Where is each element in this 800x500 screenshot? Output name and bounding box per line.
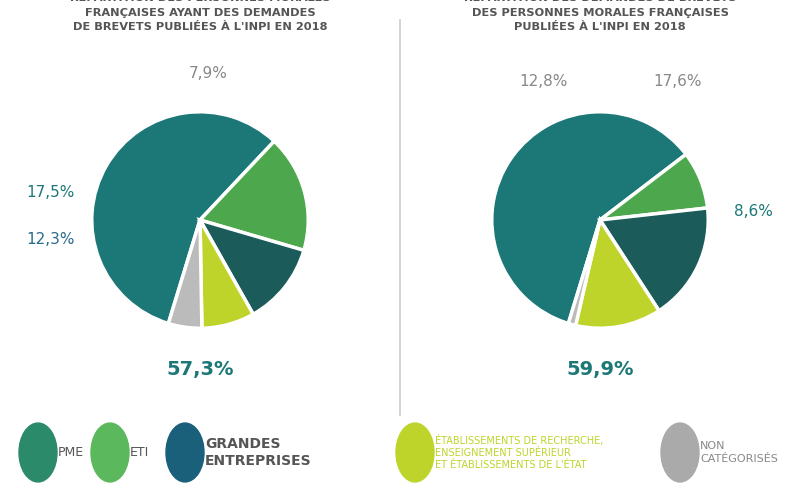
Text: NON
CATÉGORISÉS: NON CATÉGORISÉS: [700, 442, 778, 464]
Ellipse shape: [91, 423, 129, 482]
Ellipse shape: [19, 423, 57, 482]
Title: RÉPARTITION DES PERSONNES MORALES
FRANÇAISES AYANT DES DEMANDES
DE BREVETS PUBLI: RÉPARTITION DES PERSONNES MORALES FRANÇA…: [70, 0, 330, 32]
Text: 57,3%: 57,3%: [166, 360, 234, 379]
Text: 8,6%: 8,6%: [734, 204, 773, 219]
Ellipse shape: [661, 423, 699, 482]
Text: 17,6%: 17,6%: [654, 74, 702, 89]
Text: ETI: ETI: [130, 446, 150, 459]
Ellipse shape: [166, 423, 204, 482]
Text: 59,9%: 59,9%: [566, 360, 634, 379]
Text: 17,5%: 17,5%: [26, 186, 75, 200]
Text: 12,8%: 12,8%: [519, 74, 568, 89]
Title: RÉPARTITION DES DEMANDES DE BREVETS
DES PERSONNES MORALES FRANÇAISES
PUBLIÉES À : RÉPARTITION DES DEMANDES DE BREVETS DES …: [464, 0, 736, 32]
Wedge shape: [200, 220, 304, 314]
Wedge shape: [575, 220, 659, 328]
Text: 12,3%: 12,3%: [26, 232, 75, 247]
Wedge shape: [92, 112, 274, 324]
Wedge shape: [168, 220, 202, 328]
Wedge shape: [600, 154, 707, 220]
Wedge shape: [492, 112, 686, 324]
Text: GRANDES
ENTREPRISES: GRANDES ENTREPRISES: [205, 437, 312, 468]
Wedge shape: [600, 208, 708, 310]
Text: PME: PME: [58, 446, 84, 459]
Wedge shape: [200, 220, 253, 328]
Text: ÉTABLISSEMENTS DE RECHERCHE,
ENSEIGNEMENT SUPÉRIEUR
ET ÉTABLISSEMENTS DE L'ÉTAT: ÉTABLISSEMENTS DE RECHERCHE, ENSEIGNEMEN…: [435, 434, 603, 470]
Wedge shape: [568, 220, 600, 326]
Text: 7,9%: 7,9%: [190, 66, 228, 82]
Ellipse shape: [396, 423, 434, 482]
Wedge shape: [200, 141, 308, 250]
